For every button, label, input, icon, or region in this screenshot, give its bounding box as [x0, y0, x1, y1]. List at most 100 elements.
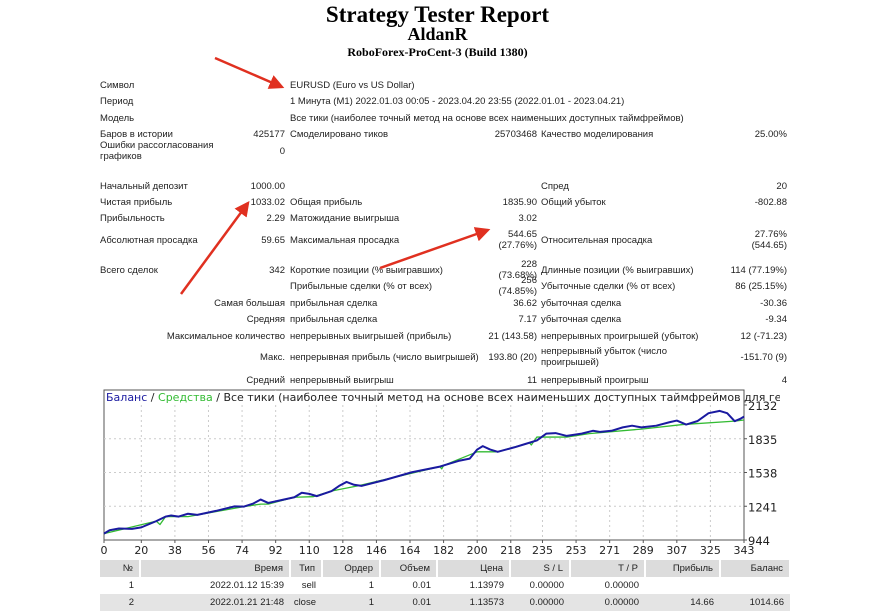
trade-cell: 1014.66 — [720, 594, 790, 611]
trade-cell: 14.66 — [645, 594, 720, 611]
summary-value: -802.88 — [754, 196, 787, 208]
trade-cell: 0.00000 — [529, 580, 564, 591]
summary-label: Баров в истории — [100, 128, 173, 140]
summary-value: 59.65 — [261, 234, 285, 246]
y-tick-label: 1835 — [748, 433, 777, 447]
legend-balance: Баланс — [106, 391, 147, 404]
trade-cell: 1.13979 — [469, 580, 504, 591]
x-tick-label: 218 — [500, 544, 521, 557]
summary-value: 2.29 — [266, 212, 286, 224]
summary-value: -9.34 — [765, 313, 787, 325]
summary-label: непрерывный выигрыш — [290, 374, 394, 386]
summary-value: 12 (-71.23) — [740, 330, 787, 342]
summary-label: Символ — [100, 79, 135, 91]
legend-separator: / — [213, 391, 224, 404]
summary-label: прибыльная сделка — [290, 297, 378, 309]
column-header: Цена — [437, 560, 511, 577]
summary-label: Короткие позиции (% выигравших) — [290, 264, 443, 276]
account-name: AldanR — [407, 24, 468, 44]
trade-row: 1 2022.01.12 15:39 sell 1 0.01 1.13979 0.00000… — [100, 577, 790, 594]
x-tick-label: 110 — [299, 544, 320, 557]
summary-row: Прибыльность 2.29 Матожидание выигрыша 3.02 — [100, 210, 790, 226]
summary-value: 425177 — [253, 128, 285, 140]
summary-value: 256 (74.85%) — [498, 275, 537, 297]
x-tick-label: 200 — [467, 544, 488, 557]
summary-value: 21 (143.58) — [488, 330, 537, 342]
summary-row: Максимальное количество непрерывных выигр… — [100, 328, 790, 344]
summary-value: 1 Минута (M1) 2022.01.03 00:05 - 2023.04… — [290, 95, 625, 107]
x-tick-label: 146 — [366, 544, 387, 557]
y-tick-label: 2132 — [748, 399, 777, 413]
x-tick-label: 0 — [101, 544, 108, 557]
column-header: S / L — [510, 560, 571, 577]
summary-label: убыточная сделка — [541, 313, 622, 325]
summary-value: 228 (73.68%) — [498, 259, 537, 281]
x-tick-label: 56 — [201, 544, 215, 557]
summary-label: Период — [100, 95, 134, 107]
trade-cell: 2 — [100, 594, 140, 611]
column-header: Ордер — [322, 560, 381, 577]
summary-label: прибыльная сделка — [290, 313, 378, 325]
x-tick-label: 38 — [168, 544, 182, 557]
summary-label: Общая прибыль — [290, 196, 363, 208]
x-tick-label: 325 — [700, 544, 721, 557]
y-tick-label: 1538 — [748, 467, 777, 481]
summary-label: непрерывных проигрышей (убыток) — [541, 330, 699, 342]
summary-value: 4 — [781, 374, 787, 386]
summary-label: Средняя — [246, 313, 285, 325]
summary-label: Начальный депозит — [100, 180, 188, 192]
trade-cell: 0.00000 — [570, 594, 645, 611]
summary-value: 193.80 (20) — [488, 351, 537, 363]
trade-cell: sell — [301, 580, 316, 591]
summary-value: 1835.90 — [502, 196, 537, 208]
plot-area — [103, 389, 745, 541]
column-header: T / P — [570, 560, 646, 577]
chart-title: Все тики (наиболее точный метод на основ… — [223, 391, 780, 404]
trade-cell: 1 — [128, 580, 134, 591]
summary-row: Самая большая прибыльная сделка 36.62 убыто… — [100, 295, 790, 311]
summary-label: Длинные позиции (% выигравших) — [541, 264, 694, 276]
summary-value: 27.76% (544.65) — [751, 229, 787, 251]
trade-cell — [645, 577, 720, 594]
summary-row: Символ EURUSD (Euro vs US Dollar) — [100, 77, 790, 93]
trade-cell: 2022.01.12 15:39 — [210, 580, 284, 591]
summary-value: 25703468 — [494, 128, 537, 140]
trade-cell: 2022.01.21 21:48 — [140, 594, 290, 611]
trade-cell: 1.13573 — [437, 594, 510, 611]
summary-label: Общий убыток — [541, 196, 606, 208]
summary-label: Самая большая — [214, 297, 285, 309]
summary-label: Чистая прибыль — [100, 196, 173, 208]
summary-row: Начальный депозит 1000.00 Спред 20 — [100, 178, 790, 194]
column-header: Прибыль — [645, 560, 721, 577]
summary-label: Прибыльность — [100, 212, 165, 224]
x-tick-label: 271 — [599, 544, 620, 557]
legend-equity: Средства — [158, 391, 213, 404]
trade-cell — [720, 577, 790, 594]
summary-row: Всего сделок 342 Короткие позиции (% выигр… — [100, 259, 790, 281]
summary-value: Все тики (наиболее точный метод на основ… — [290, 112, 684, 124]
x-tick-label: 92 — [269, 544, 283, 557]
summary-row: Чистая прибыль 1033.02 Общая прибыль 1835.9… — [100, 194, 790, 210]
summary-value: 11 — [527, 374, 537, 386]
summary-value: 0 — [279, 145, 285, 157]
balance-line — [103, 409, 745, 535]
summary-label: Максимальная просадка — [290, 234, 400, 246]
x-tick-label: 20 — [134, 544, 148, 557]
y-tick-label: 1241 — [748, 500, 777, 514]
summary-label: Ошибки рассогласования графиков — [100, 140, 214, 162]
column-header: Баланс — [720, 560, 791, 577]
x-tick-label: 235 — [532, 544, 553, 557]
summary-row: Макс. непрерывная прибыль (число выигрыше… — [100, 344, 790, 370]
summary-value: 1033.02 — [250, 196, 285, 208]
summary-label: Качество моделирования — [541, 128, 654, 140]
summary-row: Модель Все тики (наиболее точный метод на… — [100, 110, 790, 126]
trade-cell: 0.00000 — [604, 580, 639, 591]
summary-row: Средний непрерывный выигрыш 11 непрерывный … — [100, 372, 790, 388]
summary-value: 7.17 — [518, 313, 538, 325]
summary-label: Средний — [246, 374, 285, 386]
summary-value: 114 (77.19%) — [730, 264, 787, 276]
summary-row: Прибыльные сделки (% от всех) 256 (74.85%… — [100, 275, 790, 297]
column-header: № — [100, 560, 141, 577]
trade-cell: close — [290, 594, 322, 611]
